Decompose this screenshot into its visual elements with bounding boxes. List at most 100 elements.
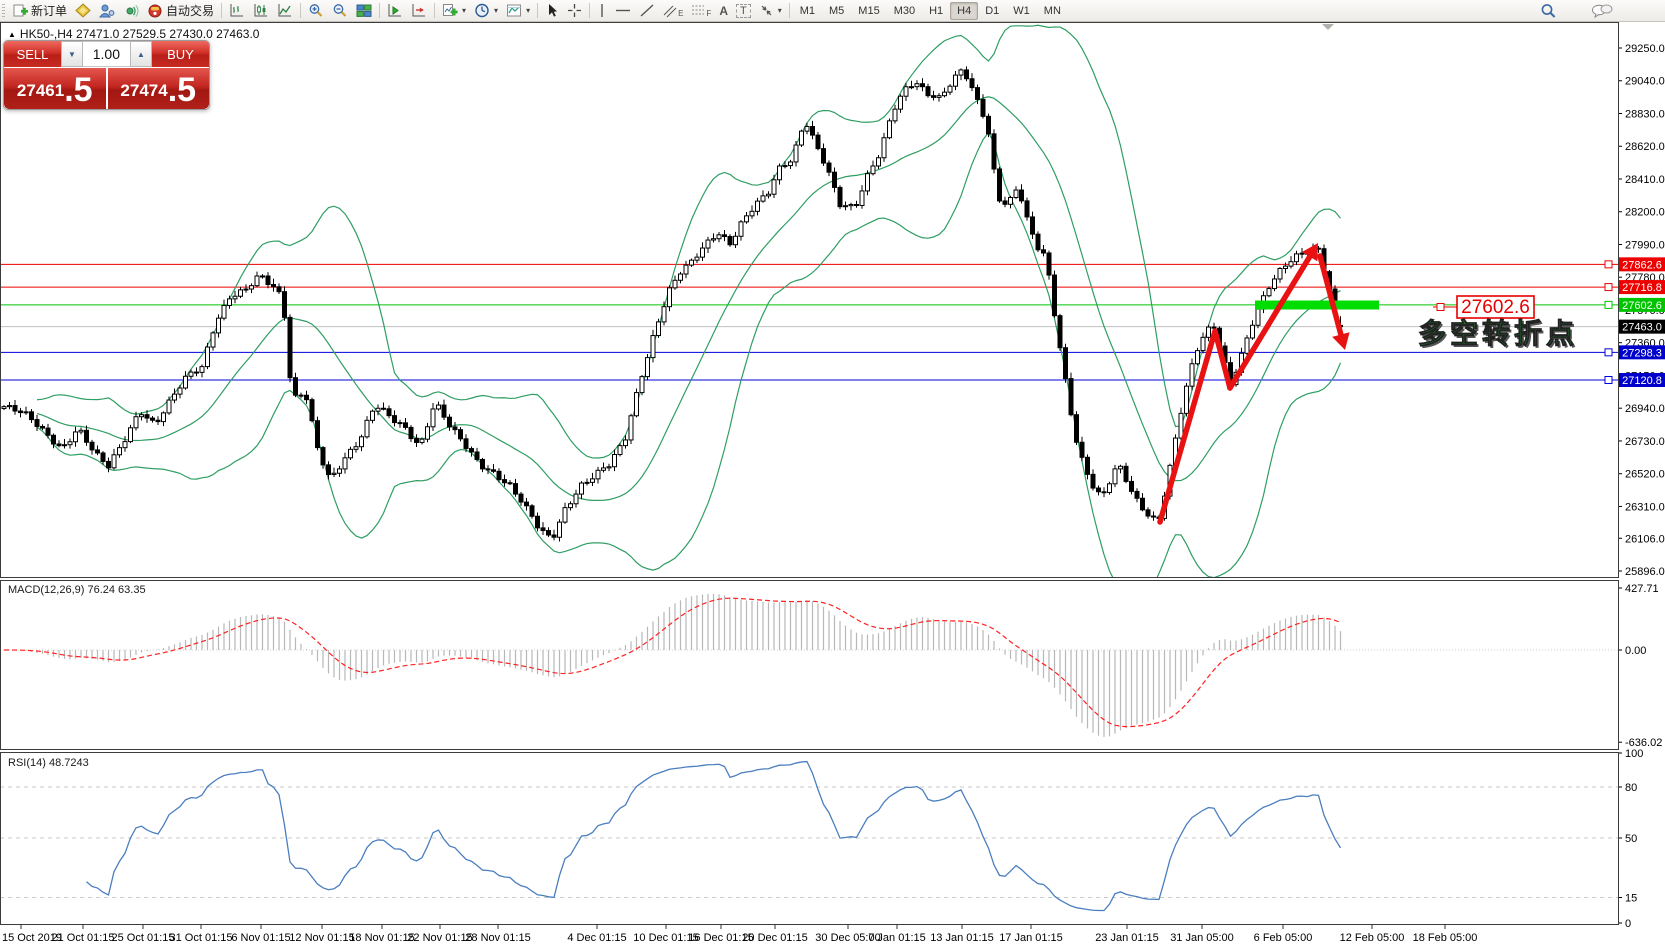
buy-price-display[interactable]: 27474.5 — [107, 68, 209, 109]
fibonacci-tool[interactable]: F — [687, 1, 715, 20]
toolbar-separator — [379, 3, 381, 18]
chart-shift-button[interactable] — [407, 1, 431, 20]
svg-text:27862.6: 27862.6 — [1622, 259, 1662, 271]
autotrade-button[interactable]: 自动交易 — [143, 1, 218, 20]
svg-text:16 Dec 01:15: 16 Dec 01:15 — [688, 932, 753, 944]
svg-text:27990.0: 27990.0 — [1625, 239, 1665, 251]
svg-text:27716.8: 27716.8 — [1622, 282, 1662, 294]
tf-button-m30[interactable]: M30 — [893, 4, 916, 17]
svg-text:28 Nov 01:15: 28 Nov 01:15 — [465, 932, 530, 944]
collapse-arrow-icon[interactable]: ▲ — [8, 30, 16, 39]
rsi-indicator-label: RSI(14) 48.7243 — [8, 757, 89, 769]
svg-text:27463.0: 27463.0 — [1622, 322, 1662, 334]
svg-text:6 Feb 05:00: 6 Feb 05:00 — [1254, 932, 1313, 944]
svg-text:29250.0: 29250.0 — [1625, 43, 1665, 55]
dropdown-caret-icon: ▾ — [777, 6, 782, 15]
navigator-button[interactable] — [95, 1, 119, 20]
sell-price-frac: .5 — [64, 71, 93, 109]
svg-text:多空转折点: 多空转折点 — [1420, 319, 1580, 351]
text-label-icon: T — [735, 3, 751, 18]
pane-separator[interactable] — [0, 576, 1618, 581]
crosshair-icon — [567, 3, 582, 18]
tf-button-m15[interactable]: M15 — [858, 4, 880, 17]
indicators-button[interactable]: ▾ — [438, 1, 470, 20]
buy-button[interactable]: BUY — [152, 41, 209, 67]
text-label-tool[interactable]: T — [732, 1, 755, 20]
toolbar-grip[interactable] — [2, 3, 5, 18]
tf-button-h4[interactable]: H4 — [950, 1, 979, 20]
vertical-line-tool[interactable] — [593, 1, 611, 20]
crosshair-tool-button[interactable] — [563, 1, 586, 20]
channel-glyph: E — [678, 9, 684, 18]
tf-button-m5[interactable]: M5 — [829, 4, 845, 17]
toolbar-separator — [788, 3, 790, 18]
templates-button[interactable]: ▾ — [502, 1, 534, 20]
svg-text:17 Jan 01:15: 17 Jan 01:15 — [999, 932, 1063, 944]
svg-text:0.00: 0.00 — [1625, 645, 1646, 657]
toolbar-separator — [434, 3, 436, 18]
svg-text:26940.0: 26940.0 — [1625, 403, 1665, 415]
new-order-button[interactable]: 新订单 — [9, 1, 71, 20]
chat-icon — [1591, 3, 1613, 19]
chart-line-icon — [277, 3, 293, 18]
volume-increase-button[interactable]: ▲ — [130, 41, 152, 67]
volume-input[interactable]: 1.00 — [83, 41, 130, 67]
tf-button-d1[interactable]: D1 — [985, 4, 1000, 17]
text-tool[interactable]: A — [715, 1, 732, 20]
chart-candles-button[interactable] — [249, 1, 273, 20]
svg-text:427.71: 427.71 — [1625, 583, 1659, 595]
toolbar-separator — [537, 3, 539, 18]
channel-tool[interactable]: E — [659, 1, 687, 20]
pane-separator[interactable] — [0, 748, 1618, 753]
chart-line-button[interactable] — [273, 1, 297, 20]
sell-button[interactable]: SELL — [4, 41, 61, 67]
sell-price-main: 27461 — [16, 81, 65, 100]
periods-button[interactable]: ▾ — [470, 1, 502, 20]
svg-text:30 Dec 05:00: 30 Dec 05:00 — [815, 932, 880, 944]
dropdown-caret-icon: ▾ — [494, 6, 499, 15]
svg-text:15: 15 — [1625, 893, 1637, 905]
arrows-tool[interactable]: ▾ — [755, 1, 786, 20]
svg-text:29040.0: 29040.0 — [1625, 76, 1665, 88]
market-watch-button[interactable] — [71, 1, 95, 20]
chart-shift-icon — [411, 3, 427, 18]
svg-text:28620.0: 28620.0 — [1625, 141, 1665, 153]
trendline-tool[interactable] — [635, 1, 659, 20]
new-order-label: 新订单 — [31, 4, 68, 18]
volume-decrease-button[interactable]: ▼ — [61, 41, 83, 67]
svg-text:0: 0 — [1625, 918, 1631, 930]
svg-text:21 Oct 01:15: 21 Oct 01:15 — [52, 932, 115, 944]
price-scale[interactable] — [1618, 22, 1665, 925]
auto-scroll-button[interactable] — [383, 1, 407, 20]
chart-bars-button[interactable] — [225, 1, 249, 20]
svg-text:10 Dec 01:15: 10 Dec 01:15 — [633, 932, 698, 944]
svg-text:28200.0: 28200.0 — [1625, 207, 1665, 219]
svg-text:27120.8: 27120.8 — [1622, 375, 1662, 387]
zoom-out-button[interactable] — [328, 1, 352, 20]
time-scale[interactable] — [0, 925, 1618, 948]
sell-price-display[interactable]: 27461.5 — [4, 68, 106, 109]
tf-button-mn[interactable]: MN — [1043, 4, 1061, 17]
channel-icon — [663, 3, 677, 18]
tf-button-w1[interactable]: W1 — [1013, 4, 1030, 17]
svg-text:25 Oct 01:15: 25 Oct 01:15 — [112, 932, 175, 944]
horizontal-line-tool[interactable] — [611, 1, 635, 20]
tile-windows-button[interactable] — [352, 1, 376, 20]
tf-button-h1[interactable]: H1 — [929, 4, 944, 17]
svg-text:15 Oct 2019: 15 Oct 2019 — [2, 932, 62, 944]
chat-button[interactable] — [1587, 1, 1617, 20]
svg-text:-636.02: -636.02 — [1625, 737, 1662, 749]
zoom-in-icon — [308, 3, 324, 18]
zoom-in-button[interactable] — [304, 1, 328, 20]
svg-text:7 Jan 01:15: 7 Jan 01:15 — [868, 932, 926, 944]
tf-button-m1[interactable]: M1 — [799, 4, 816, 17]
svg-text:31 Oct 01:15: 31 Oct 01:15 — [170, 932, 233, 944]
sound-button[interactable] — [119, 1, 143, 20]
search-button[interactable] — [1536, 1, 1561, 20]
autotrade-icon — [147, 3, 163, 18]
cursor-tool-button[interactable] — [541, 1, 563, 20]
auto-scroll-icon — [387, 3, 403, 18]
chart-symbol-title: ▲ HK50-,H4 27471.0 27529.5 27430.0 27463.… — [8, 27, 259, 41]
search-icon — [1540, 3, 1557, 19]
